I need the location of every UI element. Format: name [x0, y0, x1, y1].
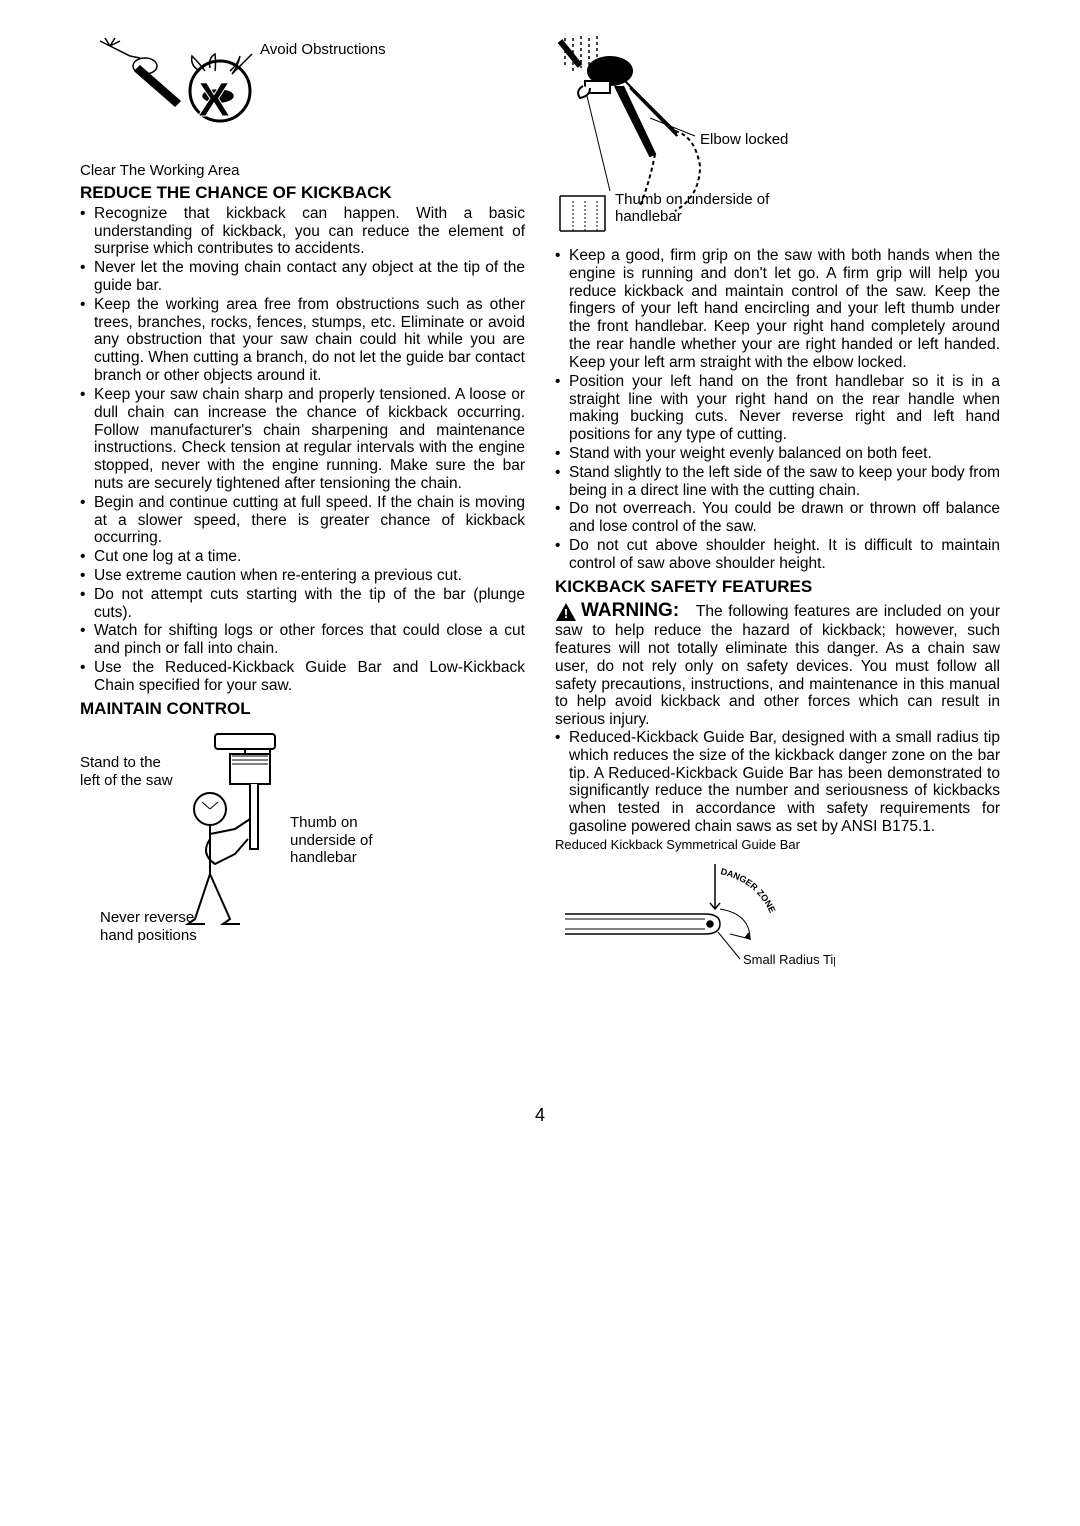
list-item: Keep a good, firm grip on the saw with b… [555, 247, 1000, 372]
label-stand-left: Stand to the left of the saw [80, 754, 180, 789]
warning-label: WARNING: [581, 600, 679, 621]
list-item: Reduced-Kickback Guide Bar, designed wit… [555, 729, 1000, 836]
left-column: X Avoid Obstructions Clear The Working A… [80, 30, 525, 985]
label-small-radius: Small Radius Tip [743, 952, 835, 967]
list-item: Keep your saw chain sharp and properly t… [80, 386, 525, 493]
list-item: Begin and continue cutting at full speed… [80, 494, 525, 547]
label-avoid-obstructions: Avoid Obstructions [260, 41, 386, 58]
list-item: Keep the working area free from obstruct… [80, 296, 525, 385]
figure-maintain-control: Stand to the left of the saw Thumb on un… [80, 724, 525, 944]
list-item: Stand slightly to the left side of the s… [555, 464, 1000, 500]
list-item: Watch for shifting logs or other forces … [80, 622, 525, 658]
caption-guide-bar: Reduced Kickback Symmetrical Guide Bar [555, 838, 1000, 853]
list-item: Do not attempt cuts starting with the ti… [80, 586, 525, 622]
list-item: Do not overreach. You could be drawn or … [555, 500, 1000, 536]
label-never-reverse: Never reverse hand positions [100, 909, 220, 944]
heading-maintain-control: MAINTAIN CONTROL [80, 699, 525, 719]
page: X Avoid Obstructions Clear The Working A… [0, 0, 1080, 1045]
svg-text:X: X [198, 74, 230, 127]
figure-guide-bar: DANGER ZONE Small Radius Tip [555, 859, 1000, 979]
caption-clear-area: Clear The Working Area [80, 162, 525, 179]
page-number: 4 [0, 1105, 1080, 1126]
figure-avoid-obstructions: X Avoid Obstructions [80, 36, 525, 156]
list-item: Position your left hand on the front han… [555, 373, 1000, 444]
list-safety-features: Reduced-Kickback Guide Bar, designed wit… [555, 729, 1000, 836]
warning-text: The following features are included on y… [555, 603, 1000, 728]
heading-reduce-kickback: REDUCE THE CHANCE OF KICKBACK [80, 183, 525, 203]
right-column: Elbow locked Thumb on underside of handl… [555, 30, 1000, 985]
label-elbow-locked: Elbow locked [700, 131, 788, 148]
label-thumb-under-2: Thumb on underside of handlebar [615, 191, 795, 226]
figure-elbow-locked: Elbow locked Thumb on underside of handl… [555, 36, 1000, 241]
list-reduce-kickback: Recognize that kickback can happen. With… [80, 205, 525, 695]
list-item: Recognize that kickback can happen. With… [80, 205, 525, 258]
list-item: Do not cut above shoulder height. It is … [555, 537, 1000, 573]
svg-text:DANGER ZONE: DANGER ZONE [720, 866, 778, 914]
svg-text:!: ! [564, 606, 568, 621]
list-grip: Keep a good, firm grip on the saw with b… [555, 247, 1000, 573]
heading-kickback-safety: KICKBACK SAFETY FEATURES [555, 577, 1000, 597]
list-item: Never let the moving chain contact any o… [80, 259, 525, 295]
guide-bar-icon: DANGER ZONE Small Radius Tip [555, 859, 835, 979]
list-item: Use extreme caution when re-entering a p… [80, 567, 525, 585]
warning-triangle-icon: ! [555, 602, 577, 622]
list-item: Cut one log at a time. [80, 548, 525, 566]
danger-zone-text: DANGER ZONE [720, 866, 778, 929]
list-item: Stand with your weight evenly balanced o… [555, 445, 1000, 463]
list-item: Use the Reduced-Kickback Guide Bar and L… [80, 659, 525, 695]
warning-paragraph: ! WARNING: The following features are in… [555, 600, 1000, 729]
label-thumb-under: Thumb on underside of handlebar [290, 814, 400, 866]
